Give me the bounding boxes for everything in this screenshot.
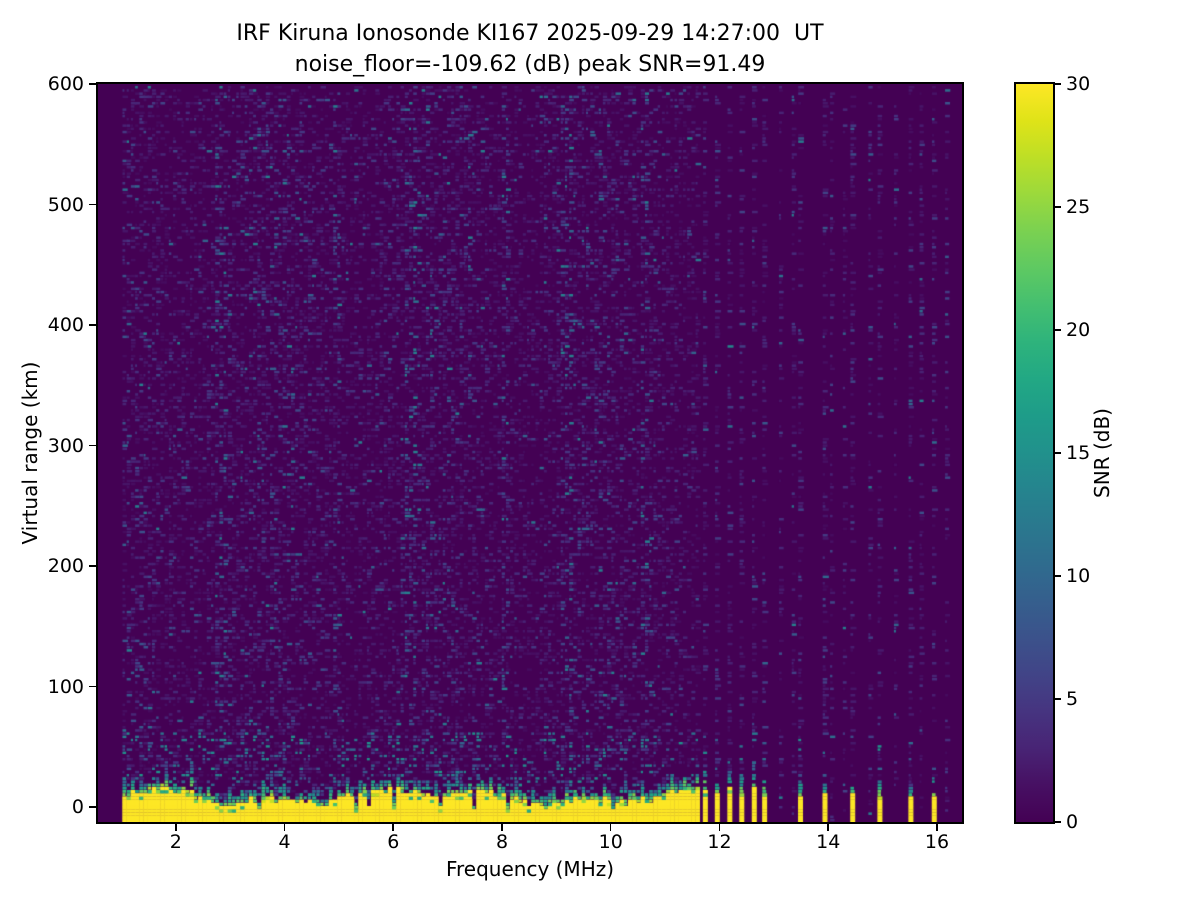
x-tick-mark-12 — [718, 824, 721, 831]
x-tick-label-2: 2 — [169, 831, 182, 853]
colorbar — [1014, 82, 1055, 824]
y-tick-mark-300 — [89, 444, 96, 447]
y-tick-mark-400 — [89, 324, 96, 326]
x-tick-mark-6 — [392, 824, 394, 831]
x-tick-mark-14 — [827, 824, 829, 831]
x-tick-mark-8 — [501, 824, 503, 831]
colorbar-tick-label-15: 15 — [1066, 442, 1091, 464]
y-tick-label-0: 0 — [71, 796, 84, 819]
colorbar-tick-mark-30 — [1055, 83, 1061, 85]
figure-title-line-2: noise_floor=-109.62 (dB) peak SNR=91.49 — [294, 52, 766, 77]
y-tick-label-400: 400 — [47, 314, 84, 337]
figure-title-line-1: IRF Kiruna Ionosonde KI167 2025-09-29 14… — [236, 21, 824, 46]
x-tick-mark-2 — [175, 824, 177, 831]
colorbar-tick-label-5: 5 — [1066, 688, 1079, 710]
y-tick-mark-100 — [89, 685, 96, 688]
colorbar-tick-label-30: 30 — [1066, 73, 1091, 95]
y-tick-label-100: 100 — [47, 675, 84, 698]
plot-axes — [96, 82, 964, 824]
colorbar-tick-mark-0 — [1055, 821, 1061, 823]
y-tick-mark-500 — [89, 203, 96, 206]
colorbar-tick-mark-15 — [1055, 452, 1061, 454]
y-tick-mark-600 — [89, 83, 96, 85]
y-tick-label-600: 600 — [47, 73, 84, 95]
y-tick-label-500: 500 — [47, 193, 84, 216]
colorbar-tick-mark-10 — [1055, 575, 1061, 577]
colorbar-tick-label-25: 25 — [1066, 196, 1091, 218]
y-tick-label-200: 200 — [47, 555, 84, 578]
colorbar-tick-label-0: 0 — [1066, 811, 1079, 833]
x-tick-label-12: 12 — [707, 831, 732, 853]
y-tick-mark-200 — [89, 565, 96, 567]
colorbar-tick-label-20: 20 — [1066, 319, 1091, 341]
x-tick-label-4: 4 — [278, 831, 291, 853]
colorbar-tick-label-10: 10 — [1066, 565, 1091, 587]
y-tick-mark-0 — [89, 806, 96, 808]
x-tick-mark-4 — [283, 824, 286, 831]
x-tick-mark-16 — [936, 824, 938, 831]
colorbar-gradient — [1016, 84, 1053, 822]
x-axis-label: Frequency (MHz) — [445, 857, 615, 881]
colorbar-tick-mark-5 — [1055, 698, 1061, 700]
x-tick-label-16: 16 — [924, 831, 950, 853]
x-tick-mark-10 — [609, 824, 612, 831]
colorbar-tick-mark-25 — [1055, 206, 1061, 208]
colorbar-tick-mark-20 — [1055, 329, 1061, 331]
ionogram-heatmap-canvas — [98, 84, 962, 822]
x-tick-label-10: 10 — [598, 831, 623, 853]
x-tick-label-6: 6 — [387, 831, 400, 853]
y-tick-label-300: 300 — [47, 434, 84, 457]
x-tick-label-14: 14 — [816, 831, 841, 853]
x-tick-label-8: 8 — [495, 831, 509, 853]
